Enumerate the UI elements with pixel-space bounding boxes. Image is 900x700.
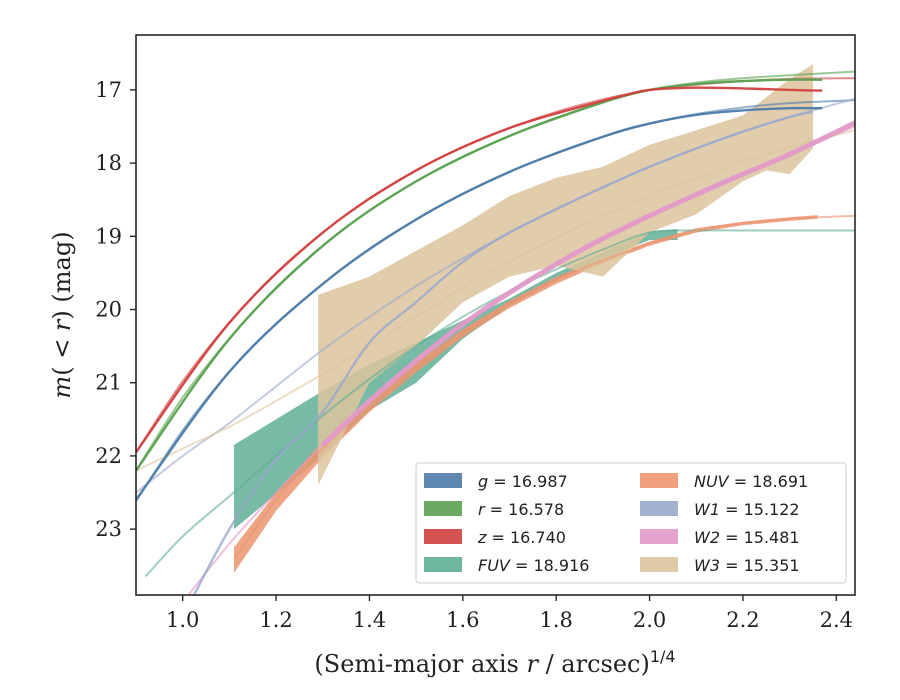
legend-swatch-nuv	[640, 473, 678, 488]
y-tick-label: 20	[95, 298, 122, 322]
legend-label-z: z = 16.740	[477, 528, 566, 547]
fit-curve-w3	[136, 129, 855, 472]
legend-swatch-z	[424, 529, 462, 544]
y-tick-label: 21	[95, 371, 122, 395]
fit-curve-nuv	[233, 214, 855, 561]
legend-label-fuv: FUV = 18.916	[478, 556, 589, 575]
legend-swatch-w2	[640, 529, 678, 544]
x-tick-label: 1.4	[353, 608, 386, 632]
y-tick-label: 22	[95, 444, 122, 468]
data-curve-g	[136, 106, 823, 501]
y-tick-label: 18	[95, 151, 122, 175]
y-tick-label: 17	[95, 78, 122, 102]
legend-swatch-w3	[640, 557, 678, 572]
legend-label-r: r = 16.578	[478, 500, 564, 519]
data-curve-z	[136, 86, 823, 454]
x-tick-label: 1.0	[166, 608, 199, 632]
x-tick-label: 2.4	[820, 608, 853, 632]
fit-curve-fuv	[144, 229, 855, 578]
legend-label-w3: W3 = 15.351	[694, 556, 800, 575]
legend-swatch-fuv	[424, 557, 462, 572]
plot-frame	[135, 34, 856, 596]
legend-label-g: g = 16.987	[478, 472, 568, 491]
legend-box	[415, 462, 847, 584]
data-curve-w2	[321, 120, 855, 447]
x-tick-label: 1.6	[446, 608, 479, 632]
y-tick-label: 19	[95, 224, 122, 248]
y-tick-label: 23	[95, 517, 122, 541]
uncertainty-bands	[234, 64, 818, 573]
legend-label-w1: W1 = 15.122	[694, 500, 800, 519]
x-tick-label: 1.2	[259, 608, 292, 632]
legend-label-nuv: NUV = 18.691	[694, 472, 808, 491]
legend-swatch-r	[424, 501, 462, 516]
y-axis-ticks: 17 18 19 20 21 22 23	[95, 78, 136, 541]
data-curves	[136, 78, 855, 595]
legend-swatch-w1	[640, 501, 678, 516]
x-tick-label: 1.8	[539, 608, 572, 632]
data-curve-r	[136, 78, 823, 472]
x-tick-label: 2.2	[726, 608, 759, 632]
legend-label-w2: W2 = 15.481	[694, 528, 800, 547]
legend: g = 16.987 r = 16.578 z = 16.740 FUV = 18.9…	[415, 462, 847, 584]
x-axis-label: (Semi-major axis r / arcsec)1/4	[314, 647, 675, 678]
legend-swatch-g	[424, 473, 462, 488]
y-axis-label: m( < r) (mag)	[48, 231, 76, 398]
data-curve-w1	[192, 110, 814, 595]
band-w3	[318, 64, 813, 486]
x-tick-label: 2.0	[633, 608, 666, 632]
x-axis-ticks: 1.0 1.2 1.4 1.6 1.8 2.0 2.2 2.4	[166, 595, 853, 632]
